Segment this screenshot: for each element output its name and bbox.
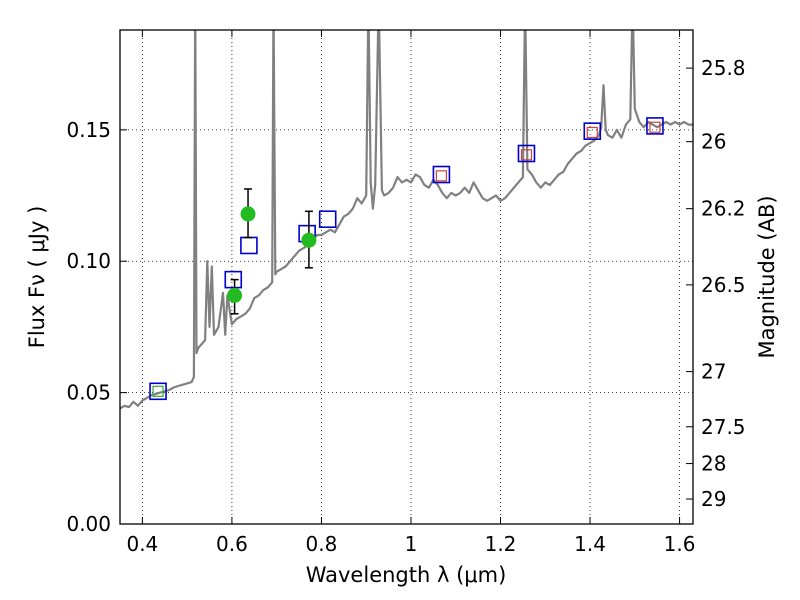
x-tick-label: 0.8 [306, 532, 338, 556]
y-tick-label: 0.05 [66, 381, 111, 405]
y2-tick-label: 26.5 [701, 273, 746, 297]
x-tick-label: 1.6 [664, 532, 696, 556]
observed-square-marker [646, 117, 664, 135]
y2-tick-label: 27 [701, 360, 726, 384]
observed-square-marker [240, 236, 258, 255]
observed-square-marker [149, 382, 167, 401]
x-tick-label: 1 [405, 532, 418, 556]
model-square-marker [152, 385, 164, 397]
observed-square-marker [318, 210, 337, 228]
observed-square-marker [517, 144, 536, 163]
model-square-marker [520, 149, 533, 161]
y-tick-label: 0.00 [66, 512, 111, 536]
x-tick-label: 0.4 [126, 532, 158, 556]
y-axis-label: Flux Fν ( μJy ) [25, 206, 49, 349]
y-tick-label: 0.15 [66, 118, 111, 142]
observed-square-marker [583, 122, 602, 140]
detection-point [227, 287, 243, 303]
detection-point [240, 206, 256, 222]
y2-tick-label: 29 [701, 487, 726, 511]
x-tick-label: 1.2 [485, 532, 517, 556]
y2-tick-label: 26.2 [701, 197, 746, 221]
detection-point [301, 232, 317, 248]
plot-area [120, 30, 693, 410]
y2-tick-label: 28 [701, 452, 726, 476]
y2-tick-label: 25.8 [701, 56, 746, 80]
model-square-marker [586, 126, 598, 139]
model-sed-line [120, 30, 693, 410]
observed-square-marker [432, 165, 451, 184]
y2-tick-label: 26 [701, 130, 726, 154]
x-axis-label: Wavelength λ (μm) [306, 563, 507, 587]
x-tick-label: 0.6 [216, 532, 248, 556]
axes: 0.4 0.6 0.8 1 1.2 1.4 1.6 0.00 0.05 0.10 0.15 25.8 2… [66, 30, 746, 556]
y2-tick-label: 27.5 [701, 415, 746, 439]
model-square-marker [649, 121, 661, 133]
y-tick-label: 0.10 [66, 249, 111, 273]
plot-frame [119, 29, 694, 525]
y2-axis-label: Magnitude (AB) [755, 195, 779, 358]
observed-square-marker [224, 270, 243, 289]
x-tick-label: 1.4 [574, 532, 606, 556]
model-square-marker [435, 170, 448, 182]
